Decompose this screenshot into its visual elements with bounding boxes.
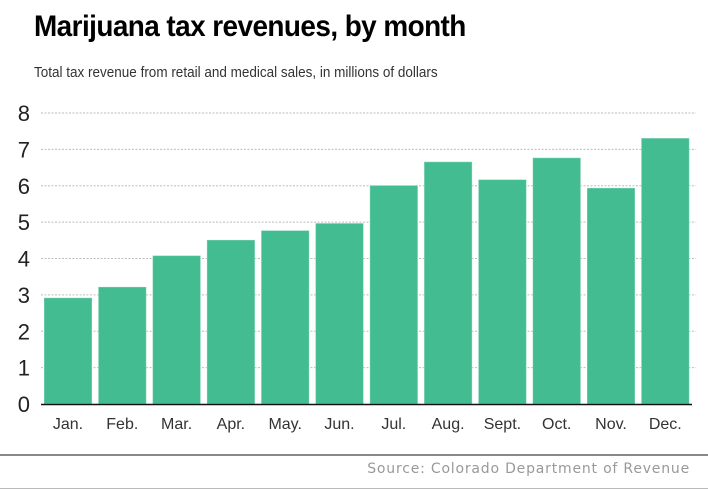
bar (586, 187, 636, 405)
bars (43, 137, 690, 405)
y-tick-label: 3 (18, 283, 30, 308)
bar (640, 137, 690, 405)
chart-subtitle: Total tax revenue from retail and medica… (34, 64, 438, 81)
x-axis-ticks: Jan. Feb. Mar. Apr. May. Jun. Jul. Aug. Sept. Oct… (53, 416, 682, 433)
x-tick-label: May. (268, 416, 301, 433)
y-tick-label: 1 (18, 356, 30, 381)
bar-chart: 0 1 2 3 4 5 6 7 8 Jan. Feb. Mar. Apr. May. Jun. Jul. Au… (18, 101, 696, 433)
x-tick-label: Nov. (595, 416, 627, 433)
y-axis-ticks: 0 1 2 3 4 5 6 7 8 (18, 101, 30, 417)
x-tick-label: Dec. (649, 416, 682, 433)
source-divider (0, 454, 708, 456)
y-tick-label: 4 (18, 247, 30, 272)
x-tick-label: Apr. (217, 416, 245, 433)
bar (260, 229, 310, 405)
x-tick-label: Jan. (53, 416, 83, 433)
bar (369, 184, 419, 405)
bar (97, 286, 147, 405)
x-tick-label: Aug. (432, 416, 465, 433)
bar (315, 222, 364, 405)
bar (43, 297, 93, 405)
y-tick-label: 2 (18, 319, 30, 344)
source-note: Source: Colorado Department of Revenue (367, 461, 690, 477)
bottom-divider (0, 488, 708, 489)
bar (532, 157, 582, 405)
y-tick-label: 5 (18, 210, 30, 235)
x-tick-label: Jun. (324, 416, 354, 433)
bar (477, 179, 527, 405)
y-tick-label: 8 (18, 101, 30, 126)
x-tick-label: Sept. (484, 416, 521, 433)
y-tick-label: 0 (18, 392, 30, 417)
gridlines (41, 112, 696, 369)
x-tick-label: Feb. (106, 416, 138, 433)
chart-title: Marijuana tax revenues, by month (34, 10, 466, 43)
x-tick-label: Jul. (381, 416, 406, 433)
bar (423, 161, 473, 405)
y-tick-label: 7 (18, 137, 30, 162)
bar (152, 255, 202, 405)
x-tick-label: Oct. (542, 416, 571, 433)
x-tick-label: Mar. (161, 416, 192, 433)
bar (206, 239, 256, 405)
y-tick-label: 6 (18, 174, 30, 199)
